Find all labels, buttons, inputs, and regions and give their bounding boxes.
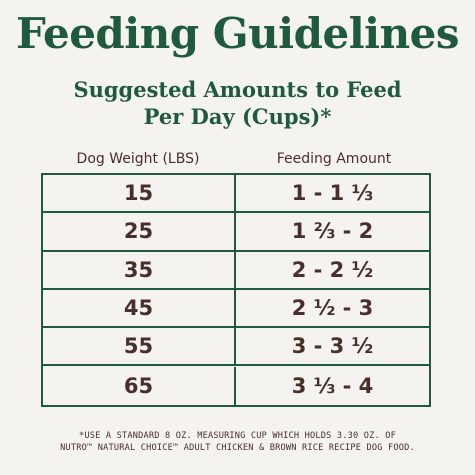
amount-cell: 2 ½ - 3 — [291, 296, 374, 321]
weight-cell: 15 — [43, 175, 236, 212]
page-title: Feeding Guidelines — [15, 9, 460, 58]
amount-cell: 2 - 2 ½ — [291, 257, 374, 282]
footnote-line-1: *USE A STANDARD 8 OZ. MEASURING CUP WHIC… — [78, 431, 397, 441]
table-row: 25 1 ⅔ - 2 — [43, 213, 429, 252]
footnote: *USE A STANDARD 8 OZ. MEASURING CUP WHIC… — [20, 430, 455, 454]
footnote-line-2: NUTRO™ NATURAL CHOICE™ ADULT CHICKEN & B… — [60, 443, 415, 453]
weight-cell: 35 — [43, 251, 236, 288]
feeding-table: 15 1 - 1 ⅓ 25 1 ⅔ - 2 35 2 - 2 ½ 45 2 ½ … — [41, 173, 431, 407]
page-subtitle: Suggested Amounts to Feed Per Day (Cups)… — [0, 76, 475, 130]
amount-cell: 1 - 1 ⅓ — [291, 181, 374, 206]
table-row: 35 2 - 2 ½ — [43, 251, 429, 290]
weight-cell: 45 — [43, 289, 236, 327]
column-header-feeding-amount: Feeding Amount — [276, 151, 392, 167]
table-column-headers: Dog Weight (LBS) Feeding Amount — [40, 150, 432, 170]
table-row: 15 1 - 1 ⅓ — [43, 175, 429, 214]
table-row: 45 2 ½ - 3 — [43, 289, 429, 329]
subtitle-line-2: Per Day (Cups)* — [143, 104, 332, 129]
amount-cell: 3 ⅓ - 4 — [291, 373, 374, 398]
column-header-dog-weight: Dog Weight (LBS) — [76, 151, 200, 167]
table-row: 55 3 - 3 ½ — [43, 328, 429, 367]
subtitle-line-1: Suggested Amounts to Feed — [73, 77, 402, 102]
weight-cell: 55 — [43, 328, 236, 365]
weight-cell: 65 — [43, 366, 236, 405]
amount-cell: 3 - 3 ½ — [291, 334, 374, 359]
weight-cell: 25 — [43, 213, 236, 250]
table-row: 65 3 ⅓ - 4 — [43, 366, 429, 405]
amount-cell: 1 ⅔ - 2 — [291, 219, 374, 244]
